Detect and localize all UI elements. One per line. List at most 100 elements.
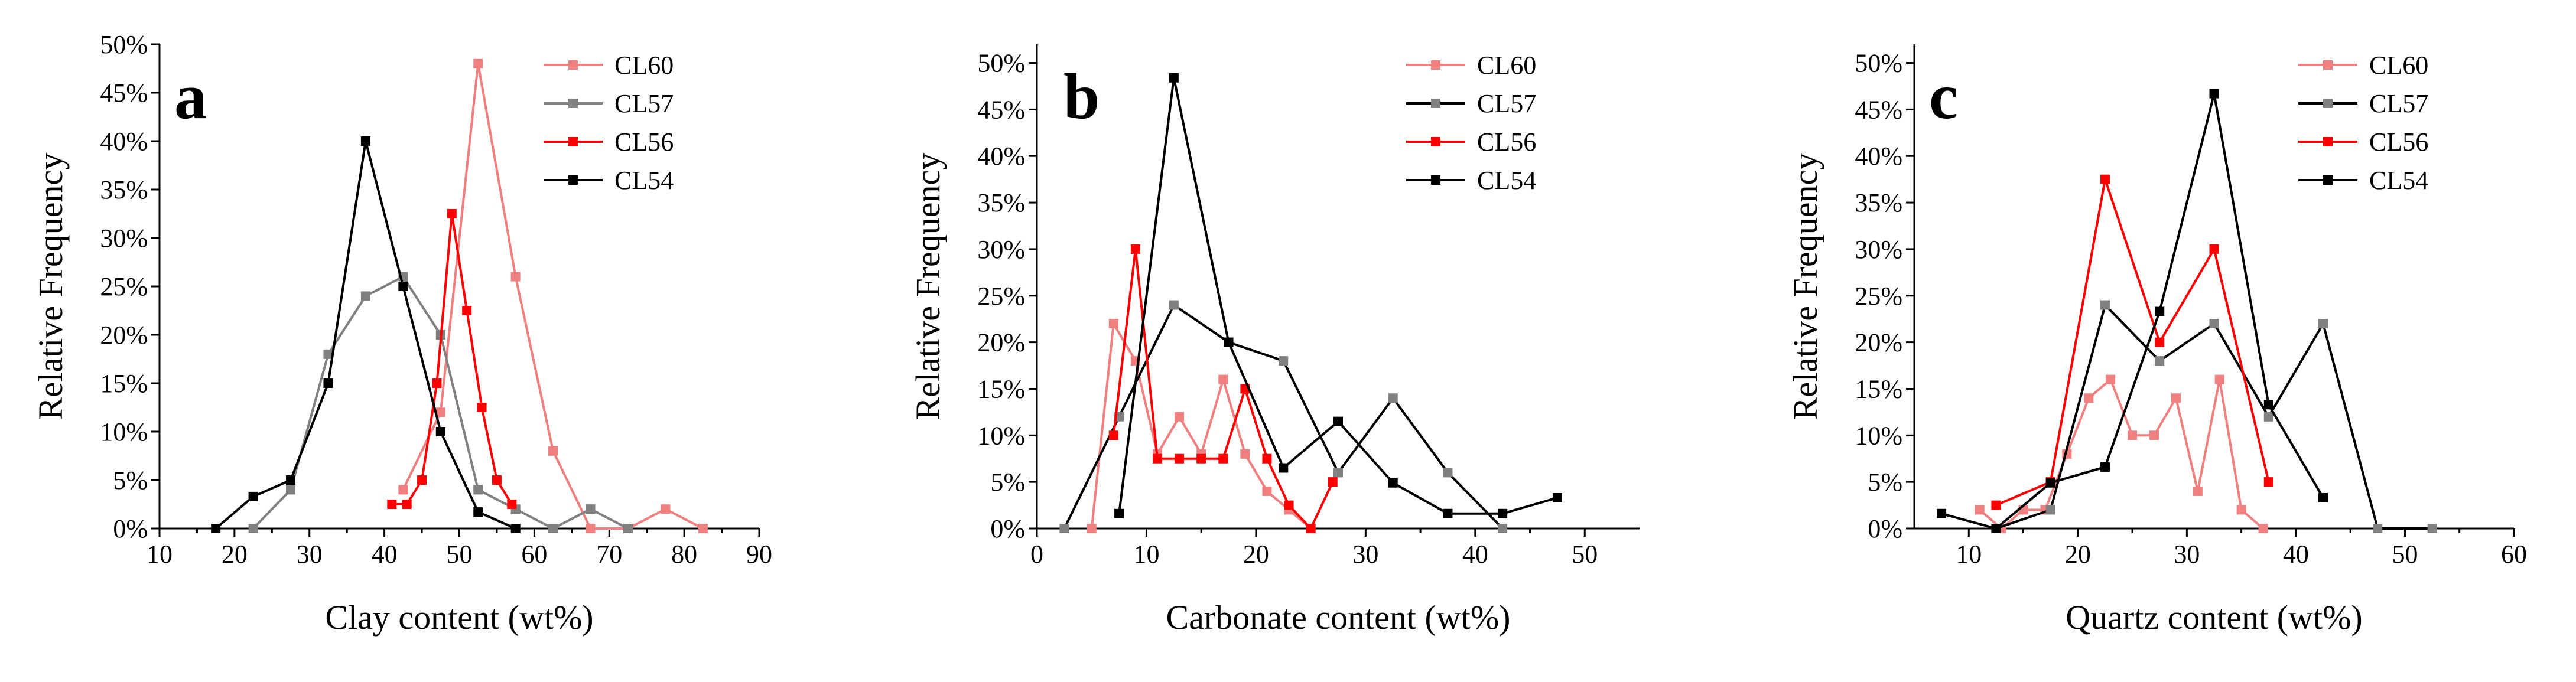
series-line-cl56 — [1995, 178, 2270, 507]
legend-label: CL56 — [1477, 128, 1536, 156]
legend-item-cl54: CL54 — [2298, 166, 2428, 195]
data-point-cl57 — [1059, 524, 1069, 533]
data-point-cl60 — [2171, 393, 2181, 403]
x-tick-label: 20 — [1243, 540, 1269, 569]
data-point-cl60 — [2084, 393, 2094, 403]
y-tick-label: 15% — [977, 374, 1025, 403]
y-tick-label: 25% — [100, 272, 148, 301]
legend-label: CL60 — [2369, 51, 2428, 80]
data-point-cl56 — [2209, 244, 2219, 254]
series-cl54 — [1114, 73, 1562, 518]
data-point-cl60 — [2214, 374, 2224, 384]
legend-item-cl56: CL56 — [544, 128, 674, 156]
y-tick-label: 30% — [977, 235, 1025, 264]
data-point-cl57 — [473, 485, 483, 495]
y-tick-label: 20% — [977, 328, 1025, 357]
x-tick-label: 40 — [2283, 540, 2309, 569]
x-tick-label: 60 — [2501, 540, 2527, 569]
panel-letter: a — [174, 60, 207, 132]
data-point-cl60 — [2193, 486, 2203, 496]
legend-marker — [568, 99, 578, 108]
data-point-cl56 — [1108, 430, 1118, 440]
series-line-cl56 — [392, 213, 513, 505]
legend-marker — [568, 175, 578, 185]
legend-item-cl57: CL57 — [544, 89, 674, 118]
data-point-cl54 — [1552, 492, 1562, 502]
data-point-cl57 — [323, 349, 333, 359]
series-cl57 — [1991, 300, 2437, 533]
x-tick-label: 0 — [1030, 540, 1043, 569]
series-cl56 — [387, 209, 517, 509]
legend-marker — [2323, 175, 2333, 185]
x-tick-label: 10 — [147, 540, 173, 569]
data-point-cl54 — [1991, 524, 2001, 533]
data-point-cl54 — [2209, 89, 2219, 99]
x-axis-title: Clay content (wt%) — [325, 598, 593, 637]
data-point-cl54 — [286, 475, 296, 485]
data-point-cl56 — [2100, 174, 2110, 184]
data-point-cl54 — [1388, 478, 1398, 488]
legend-marker — [1431, 99, 1440, 108]
legend-item-cl54: CL54 — [1406, 166, 1536, 195]
series-cl56 — [1108, 244, 1338, 533]
data-point-cl60 — [2149, 430, 2159, 440]
data-point-cl57 — [2100, 300, 2110, 310]
data-point-cl54 — [510, 524, 521, 533]
y-tick-label: 5% — [1868, 468, 1902, 497]
series-cl60 — [1975, 374, 2268, 533]
y-tick-label: 10% — [1855, 421, 1902, 450]
data-point-cl57 — [2263, 412, 2273, 422]
data-point-cl57 — [1279, 356, 1289, 366]
y-tick-label: 20% — [1855, 328, 1902, 357]
y-tick-label: 30% — [100, 224, 148, 253]
data-point-cl56 — [477, 403, 487, 412]
y-tick-label: 0% — [113, 514, 148, 543]
data-point-cl54 — [398, 282, 408, 291]
panel-a: 10 20 30 40 50 60 70 80 90 0% 5% 10% 15% 20% 25% 30% 35%… — [31, 30, 772, 637]
legend-marker — [1431, 137, 1440, 146]
y-tick-label: 5% — [113, 466, 148, 495]
legend-label: CL57 — [1477, 89, 1536, 118]
x-tick-label: 30 — [1352, 540, 1378, 569]
data-point-cl56 — [1175, 453, 1185, 464]
legend-label: CL57 — [2369, 89, 2428, 118]
data-point-cl56 — [1153, 453, 1162, 464]
series-cl56 — [1991, 174, 2273, 510]
legend-label: CL60 — [1477, 51, 1536, 80]
y-axis-title: Relative Frequency — [31, 153, 70, 420]
data-point-cl57 — [1388, 393, 1398, 403]
data-point-cl54 — [1114, 508, 1124, 518]
y-tick-label: 10% — [100, 417, 148, 446]
data-point-cl60 — [510, 272, 521, 282]
x-tick-label: 10 — [1133, 540, 1159, 569]
data-point-cl60 — [1087, 524, 1097, 533]
data-point-cl57 — [2427, 524, 2437, 533]
data-point-cl56 — [2263, 477, 2273, 487]
data-point-cl54 — [2263, 400, 2273, 410]
series-line-cl54 — [1941, 92, 2324, 530]
legend-marker — [1431, 175, 1440, 185]
legend-label: CL54 — [2369, 166, 2428, 195]
legend-item-cl60: CL60 — [2298, 51, 2428, 80]
x-tick-label: 30 — [2174, 540, 2200, 569]
data-point-cl56 — [402, 500, 412, 509]
y-axis-title: Relative Frequency — [1786, 153, 1824, 420]
data-point-cl57 — [1169, 300, 1179, 310]
data-point-cl57 — [2155, 356, 2165, 366]
y-tick-label: 40% — [1855, 142, 1902, 171]
x-tick-label: 50 — [1572, 540, 1598, 569]
panel-c: 10 20 30 40 50 60 0% 5% 10% 15% 20% 25% 30% 35% 40% 45%… — [1786, 44, 2527, 637]
data-point-cl57 — [586, 504, 596, 514]
legend-label: CL54 — [614, 166, 674, 195]
data-point-cl60 — [2128, 430, 2138, 440]
series-line-cl60 — [1090, 322, 1312, 530]
legend-item-cl54: CL54 — [544, 166, 674, 195]
data-point-cl54 — [1169, 73, 1179, 83]
legend-item-cl56: CL56 — [2298, 128, 2428, 156]
data-point-cl54 — [2100, 462, 2110, 472]
y-tick-label: 35% — [1855, 188, 1902, 217]
data-point-cl54 — [473, 507, 483, 517]
data-point-cl57 — [2318, 319, 2328, 329]
y-tick-label: 50% — [1855, 49, 1902, 78]
